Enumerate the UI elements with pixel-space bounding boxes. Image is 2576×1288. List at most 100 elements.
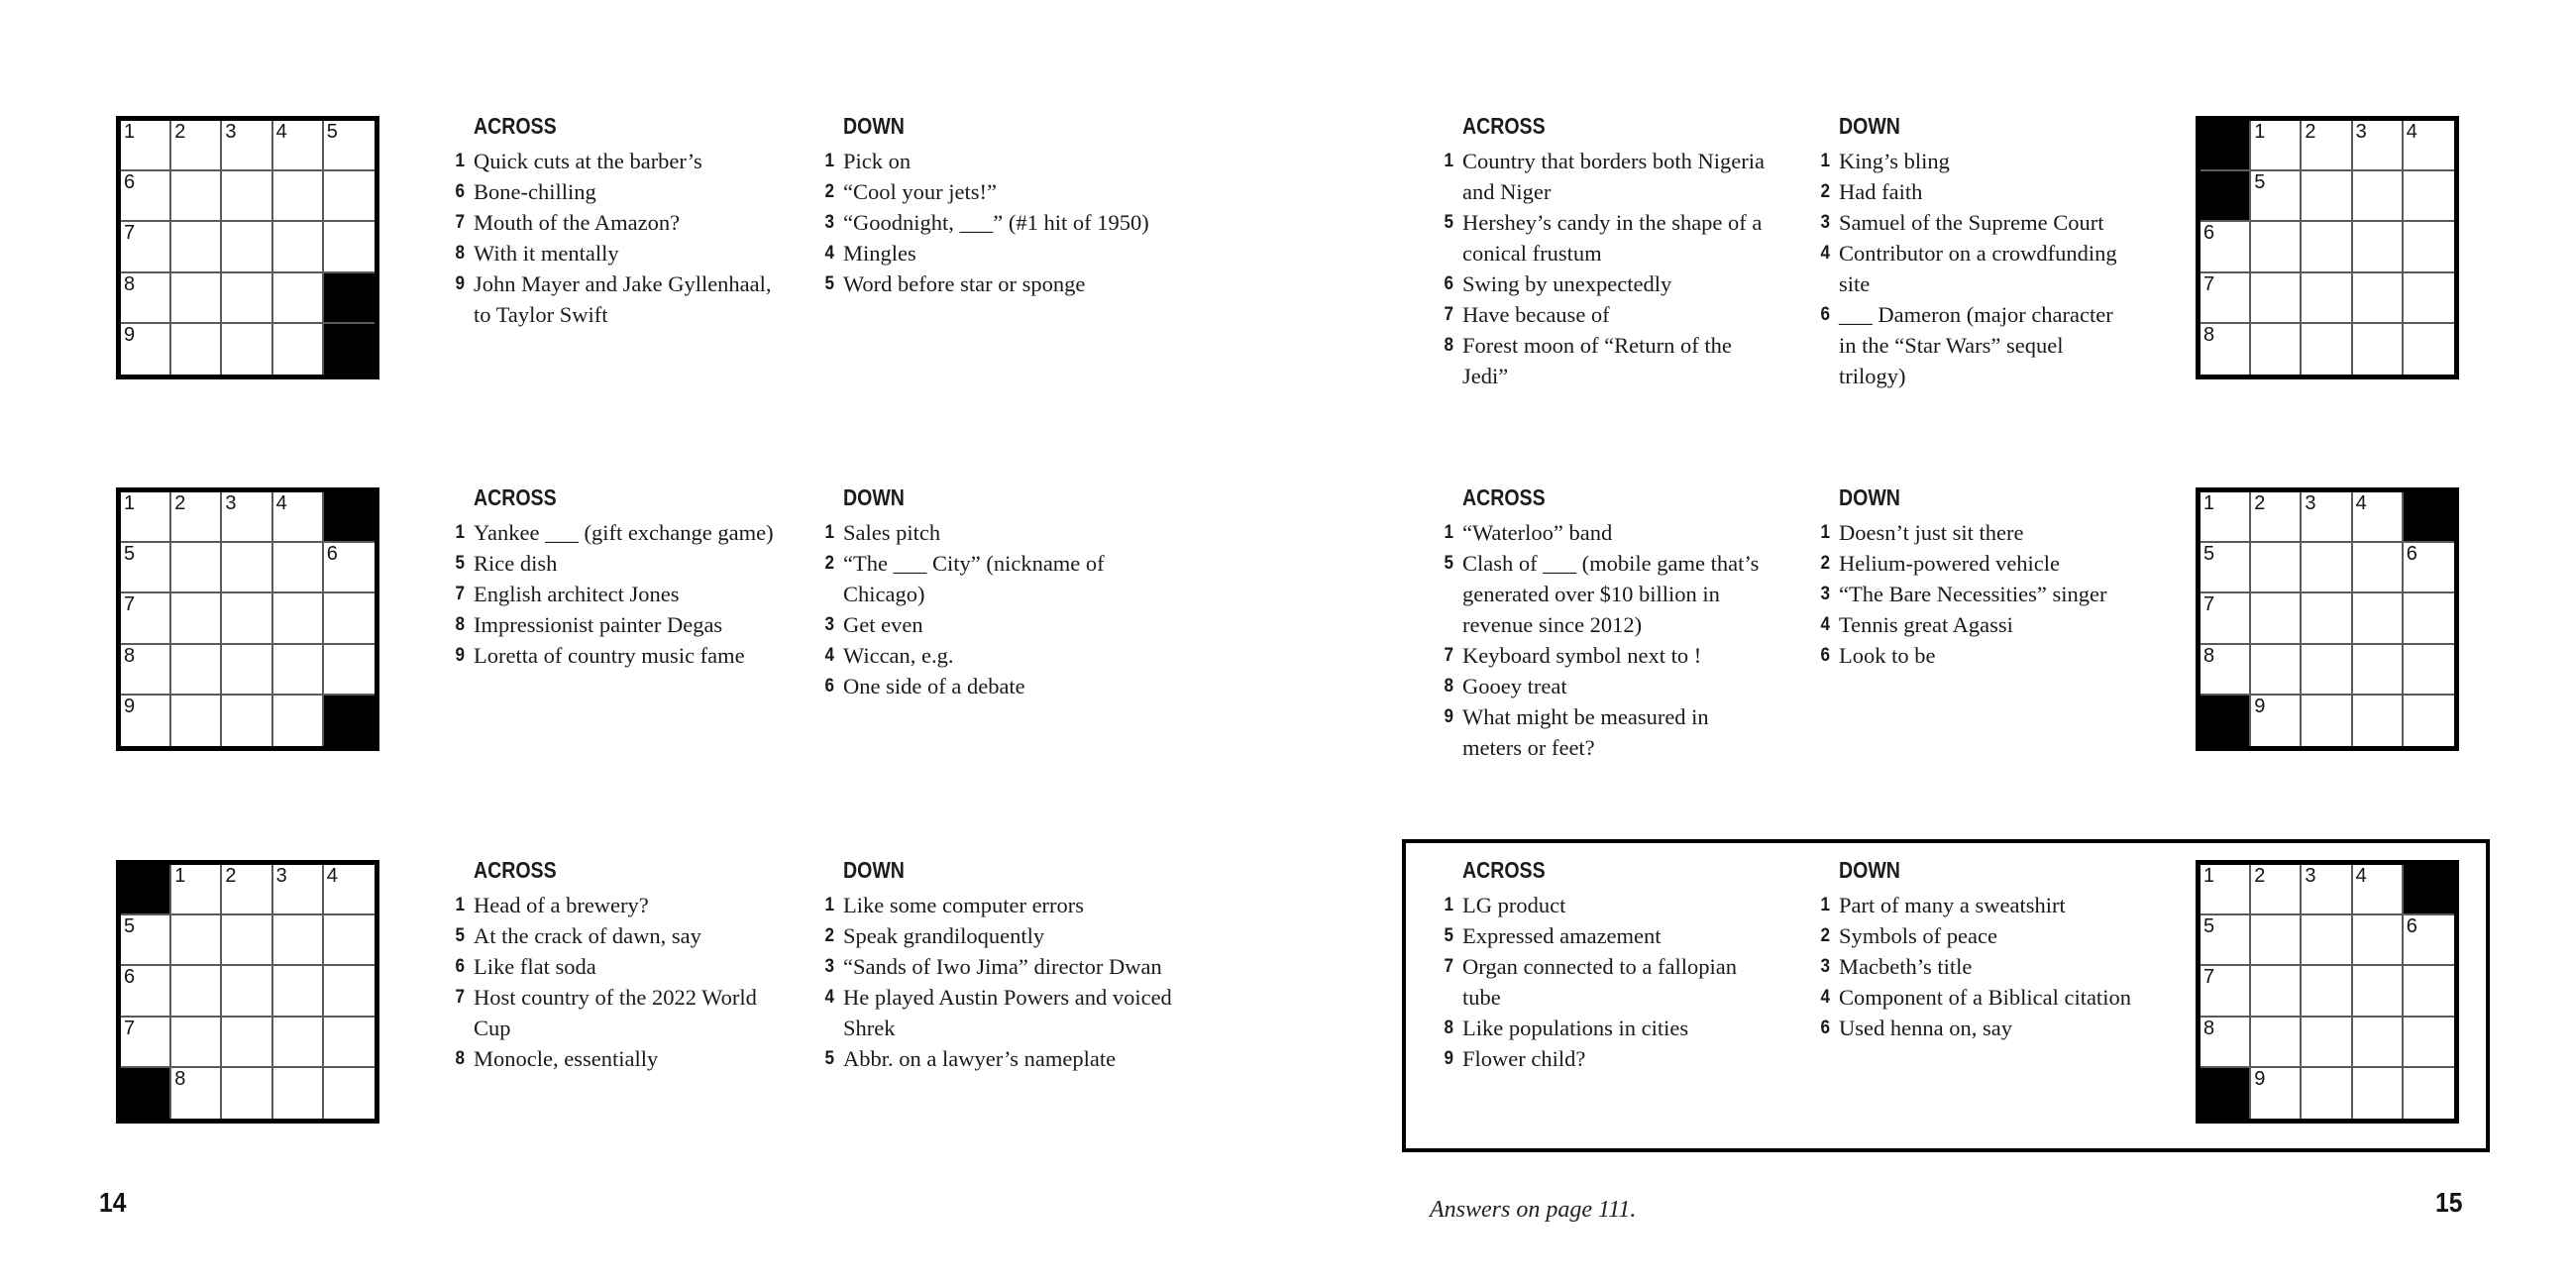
clue: 3 “Sands of Iwo Jima” director Dwan [810,951,1175,982]
grid-cell [323,915,375,967]
grid-cell: 7 [2200,272,2252,324]
cell-number: 2 [2254,865,2266,887]
grid-cell: 1 [121,121,172,172]
grid-cell [2403,272,2454,324]
cell-number: 1 [2203,865,2215,887]
grid-cell [272,915,324,967]
cell-number: 6 [2203,222,2215,245]
clue-text: “Goodnight, ___” (#1 hit of 1950) [843,210,1149,235]
clue-text: Word before star or sponge [843,271,1086,296]
cell-number: 7 [124,1017,136,1039]
grid-cell [171,1017,223,1068]
grid-cell: 1 [2200,865,2252,916]
grid-cell: 3 [2302,865,2353,916]
clue-number: 1 [455,151,465,171]
grid-cell [272,222,324,273]
grid-cell [222,966,273,1018]
cell-number: 8 [124,644,136,667]
grid-cell [2302,543,2353,594]
grid-cell: 1 [171,865,223,916]
clue: 7 Organ connected to a fallopian tube [1430,951,1771,1013]
clue: 8 Forest moon of “Return of the Jedi” [1430,330,1771,391]
down-list: 1 Like some computer errors 2 Speak grandil… [810,890,1175,1074]
black-square [2403,865,2454,916]
clue-text: Tennis great Agassi [1839,612,2013,637]
cell-number: 3 [2355,121,2367,143]
grid-cell [272,695,324,746]
black-square [2200,121,2252,172]
cell-number: 3 [225,121,237,143]
grid-cell [2251,915,2303,967]
clue-number: 4 [824,243,834,264]
cell-number: 2 [2254,492,2266,514]
clue-number: 9 [1444,706,1453,727]
clue: 1 Country that borders both Nigeria and N… [1430,146,1771,207]
cell-number: 2 [2305,121,2316,143]
clue-number: 7 [455,987,465,1008]
grid-cell [272,1067,324,1119]
clue-text: “The Bare Necessities” singer [1839,582,2107,606]
clue-text: Swing by unexpectedly [1462,271,1672,296]
cell-number: 2 [225,865,237,887]
cell-number: 4 [275,121,287,143]
clue: 4 Mingles [810,238,1175,268]
clue-text: Component of a Biblical citation [1839,985,2131,1010]
grid-cell: 1 [121,492,172,544]
grid-cell: 3 [272,865,324,916]
clue-number: 6 [1444,273,1453,294]
clue: 3 Samuel of the Supreme Court [1806,207,2133,238]
grid-cell [2251,222,2303,273]
clue: 1 “Waterloo” band [1430,517,1771,548]
clue-number: 6 [824,676,834,697]
clue: 1 Head of a brewery? [441,890,790,920]
grid-cell: 8 [121,272,172,324]
clue: 4 Contributor on a crowdfunding site [1806,238,2133,299]
clue: 9 John Mayer and Jake Gyllenhaal, to Tayl… [441,268,790,330]
grid-cell [2352,171,2404,223]
clue: 1 King’s bling [1806,146,2133,176]
clue-number: 4 [1820,243,1830,264]
clue: 8 With it mentally [441,238,790,268]
clue-number: 4 [824,645,834,666]
clue: 8 Impressionist painter Degas [441,609,790,640]
grid-cell: 5 [2251,171,2303,223]
clue-text: English architect Jones [474,582,680,606]
clue: 4 Component of a Biblical citation [1806,982,2133,1013]
clue-number: 9 [455,645,465,666]
grid-cell: 8 [121,644,172,696]
down-list: 1 Doesn’t just sit there 2 Helium-powered v… [1806,517,2133,671]
grid-cell [2352,915,2404,967]
clue-number: 2 [824,553,834,574]
clue-text: “Cool your jets!” [843,179,997,204]
clue: 1 Pick on [810,146,1175,176]
black-square [323,272,375,324]
down-clues: DOWN 1 Part of many a sweatshirt 2 Symbols … [1806,857,2133,1043]
clue: 6 Bone-chilling [441,176,790,207]
grid-cell [2302,966,2353,1018]
clue-number: 3 [824,956,834,977]
grid-cell: 6 [2200,222,2252,273]
clue: 7 English architect Jones [441,579,790,609]
grid-cell: 6 [2403,915,2454,967]
grid-cell [2302,695,2353,746]
grid-cell [2251,644,2303,696]
clue-text: Organ connected to a fallopian tube [1462,954,1737,1010]
grid-cell: 4 [323,865,375,916]
clue: 2 Helium-powered vehicle [1806,548,2133,579]
clue: 5 Hershey’s candy in the shape of a conic… [1430,207,1771,268]
clue: 1 LG product [1430,890,1771,920]
grid-cell [2251,323,2303,375]
grid-cell: 7 [121,222,172,273]
clue: 8 Monocle, essentially [441,1043,790,1074]
down-header: DOWN [843,484,905,510]
clue-number: 5 [1444,925,1453,946]
clue: 6 ___ Dameron (major character in the “St… [1806,299,2133,391]
grid-cell [2302,593,2353,645]
grid-cell [2352,1017,2404,1068]
black-square [2200,695,2252,746]
clue: 6 Swing by unexpectedly [1430,268,1771,299]
across-list: 1 LG product 5 Expressed amazement 7 Organ co… [1430,890,1771,1074]
grid-cell: 5 [323,121,375,172]
clue: 8 Gooey treat [1430,671,1771,701]
grid-cell [2352,695,2404,746]
